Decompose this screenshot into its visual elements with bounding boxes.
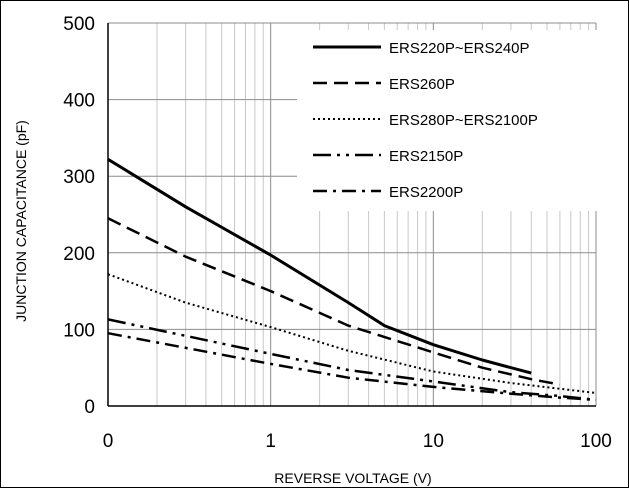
legend: ERS220P~ERS240P ERS260P ERS280P~ERS2100P ER… [313, 40, 538, 201]
series-line-5 [107, 331, 597, 402]
y-tick-label: 300 [63, 167, 95, 188]
series-line-2 [107, 217, 561, 386]
x-tick-label: 1 [265, 431, 276, 452]
x-tick-label: 100 [580, 431, 612, 452]
legend-box [297, 30, 601, 211]
y-axis-title: JUNCTION CAPACITANCE (pF) [13, 120, 29, 322]
legend-label-1: ERS220P~ERS240P [389, 40, 530, 57]
tick-labels: 0 1 10 100 0 100 200 300 400 500 [63, 14, 612, 452]
legend-label-5: ERS2200P [389, 184, 463, 201]
y-tick-label: 400 [63, 91, 95, 112]
y-tick-label: 200 [63, 244, 95, 265]
series-line-1 [107, 158, 532, 375]
series-lines [107, 158, 597, 402]
x-tick-label: 0 [103, 431, 114, 452]
series-line-4 [107, 318, 597, 402]
legend-label-4: ERS2150P [389, 148, 463, 165]
series-line-3 [107, 273, 597, 394]
legend-label-2: ERS260P [389, 76, 455, 93]
y-tick-label: 500 [63, 14, 95, 35]
x-tick-label: 10 [423, 431, 444, 452]
legend-label-3: ERS280P~ERS2100P [389, 112, 538, 129]
y-tick-label: 0 [84, 397, 95, 418]
x-axis-title: REVERSE VOLTAGE (V) [274, 470, 431, 486]
y-tick-label: 100 [63, 320, 95, 341]
